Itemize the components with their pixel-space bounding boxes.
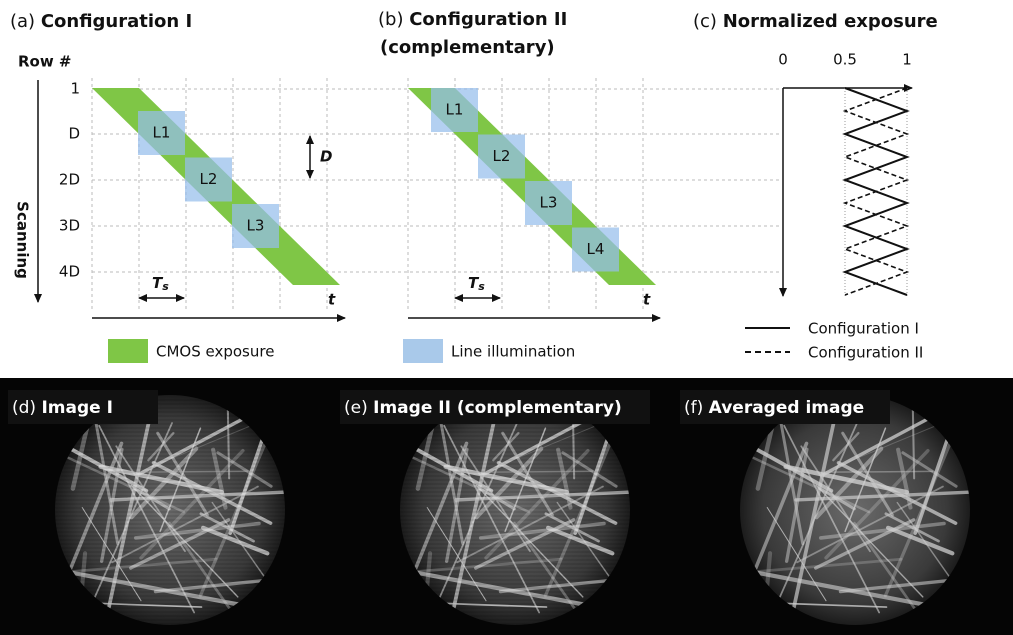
figure: (a) Configuration I (b) Configuration II… [0, 0, 1013, 635]
image-name: Averaged image [709, 398, 865, 418]
row-label: 2D [59, 171, 80, 189]
legend-text: Configuration II [808, 344, 923, 362]
panel-title: (a) Configuration I [10, 11, 192, 32]
row-label: 4D [59, 263, 80, 281]
time-label: t [328, 291, 336, 309]
scanning-label: Scanning [14, 201, 32, 279]
legend-swatch [108, 339, 148, 363]
legend-text: Line illumination [451, 343, 575, 361]
period-label: Ts [468, 274, 485, 294]
block-label: L2 [200, 170, 218, 188]
block-label: L2 [493, 147, 511, 165]
tick-label: 0 [778, 51, 788, 69]
panel-title: (c) Normalized exposure [693, 11, 938, 32]
block-label: L3 [540, 194, 558, 212]
panel-label: (a) [10, 11, 35, 32]
legend-text: Configuration I [808, 320, 919, 338]
image-label: (f) [684, 398, 703, 418]
exposure-curve [845, 88, 907, 295]
image-label: (e) [344, 398, 368, 418]
image-title: (d) Image I [12, 398, 113, 418]
legend-text: CMOS exposure [156, 343, 274, 361]
block-label: L3 [247, 217, 265, 235]
image-label: (d) [12, 398, 36, 418]
panel-subtitle: (complementary) [380, 37, 555, 58]
legend-swatch [403, 339, 443, 363]
row-label: 3D [59, 217, 80, 235]
panel-name: Configuration II [409, 9, 567, 30]
panel-label: (c) [693, 11, 717, 32]
image-name: Image I [41, 398, 112, 418]
period-sub: s [162, 280, 169, 293]
block-label: L4 [587, 240, 605, 258]
fiber [826, 471, 933, 472]
panel-label: (b) [378, 9, 403, 30]
block-label: L1 [153, 124, 171, 142]
panel-title: (b) Configuration II [378, 9, 567, 30]
period-sub: s [478, 280, 485, 293]
image-name: Image II (complementary) [373, 398, 622, 418]
image-title: (e) Image II (complementary) [344, 398, 622, 418]
row-title: Row # [18, 53, 72, 71]
period-label: Ts [152, 274, 169, 294]
block-label: L1 [446, 101, 464, 119]
row-label: D [68, 125, 80, 143]
image-title: (f) Averaged image [684, 398, 864, 418]
tick-label: 0.5 [833, 51, 857, 69]
time-label: t [643, 291, 651, 309]
tick-label: 1 [902, 51, 912, 69]
panel-name: Normalized exposure [723, 11, 938, 32]
spacing-label: D [320, 148, 332, 166]
fiber [913, 401, 914, 478]
panel-name: Configuration I [41, 11, 192, 32]
row-label: 1 [70, 80, 80, 98]
